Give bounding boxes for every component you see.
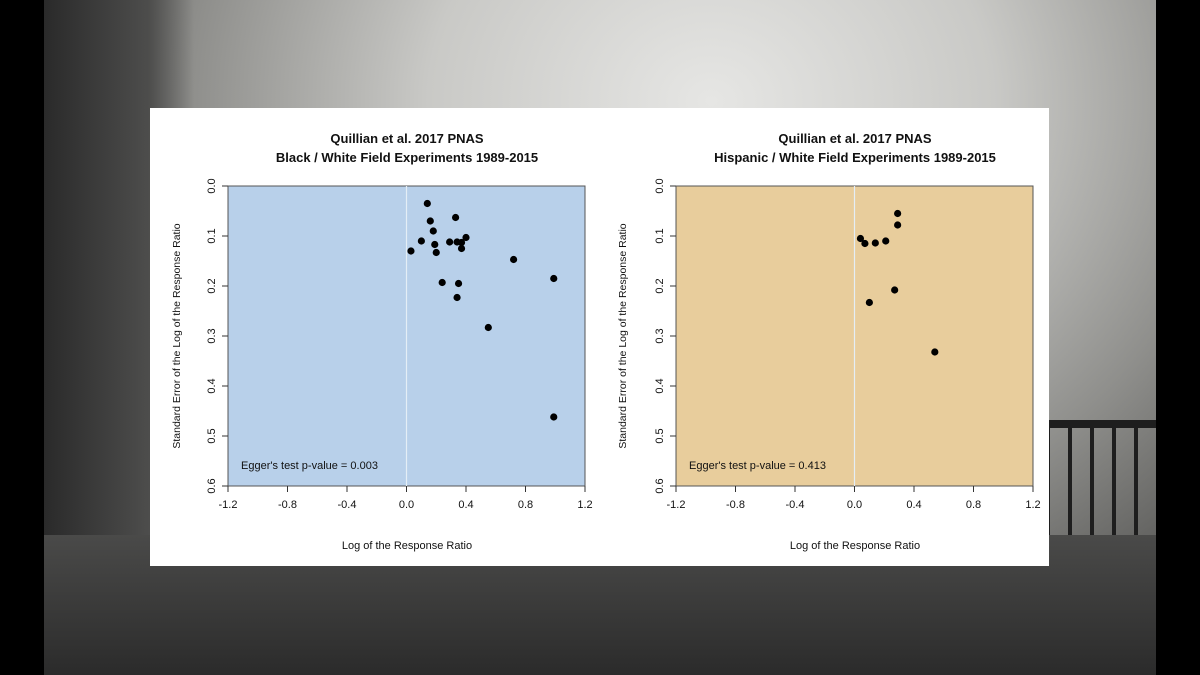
- data-point: [856, 234, 865, 243]
- chart-subtitle: Hispanic / White Field Experiments 1989-…: [714, 150, 996, 165]
- data-point: [894, 221, 902, 229]
- x-tick-label: -1.2: [219, 499, 238, 511]
- chart-black-white: Quillian et al. 2017 PNAS Black / White …: [171, 131, 593, 552]
- y-tick-label: 0.0: [654, 178, 666, 193]
- y-tick-label: 0.0: [206, 178, 218, 193]
- chart-subtitle: Black / White Field Experiments 1989-201…: [276, 150, 538, 165]
- data-point: [417, 237, 425, 245]
- y-tick-label: 0.6: [206, 478, 218, 493]
- y-tick-label: 0.4: [654, 378, 666, 393]
- data-point: [423, 199, 431, 208]
- data-point: [550, 413, 558, 421]
- y-tick-label: 0.2: [654, 278, 666, 293]
- data-point: [454, 279, 463, 288]
- y-axis-label: Standard Error of the Log of the Respons…: [617, 223, 629, 448]
- y-tick-label: 0.5: [654, 428, 666, 443]
- y-tick-label: 0.6: [654, 478, 666, 493]
- data-point: [431, 240, 439, 249]
- charts-svg: Quillian et al. 2017 PNAS Black / White …: [171, 131, 1041, 552]
- x-tick-label: -1.2: [667, 499, 686, 511]
- data-point: [426, 217, 434, 225]
- y-tick-label: 0.3: [206, 328, 218, 343]
- x-tick-label: -0.8: [726, 499, 745, 511]
- data-point: [407, 247, 415, 255]
- x-tick-label: 0.0: [847, 499, 862, 511]
- slide-panel: Quillian et al. 2017 PNAS Black / White …: [150, 108, 1049, 566]
- x-tick-label: 0.4: [906, 499, 921, 511]
- x-axis-label: Log of the Response Ratio: [342, 540, 472, 552]
- data-point: [865, 298, 873, 307]
- data-point: [871, 239, 879, 247]
- eggers-test-annotation: Egger's test p-value = 0.003: [241, 460, 378, 472]
- y-axis-label: Standard Error of the Log of the Respons…: [171, 223, 183, 448]
- data-point: [446, 238, 454, 246]
- eggers-test-annotation: Egger's test p-value = 0.413: [689, 460, 826, 472]
- x-tick-label: 1.2: [577, 499, 592, 511]
- data-point: [550, 274, 558, 283]
- y-tick-label: 0.3: [654, 328, 666, 343]
- y-tick-label: 0.2: [206, 278, 218, 293]
- x-axis-label: Log of the Response Ratio: [790, 540, 920, 552]
- x-tick-label: -0.4: [338, 499, 357, 511]
- data-point: [894, 209, 902, 218]
- y-tick-label: 0.4: [206, 378, 218, 393]
- data-point: [453, 293, 461, 302]
- data-point: [457, 244, 466, 253]
- chart-title: Quillian et al. 2017 PNAS: [330, 131, 483, 146]
- data-point: [462, 233, 470, 242]
- x-tick-label: 1.2: [1025, 499, 1040, 511]
- chart-title: Quillian et al. 2017 PNAS: [778, 131, 931, 146]
- data-point: [484, 323, 492, 332]
- y-tick-label: 0.1: [206, 228, 218, 243]
- y-tick-label: 0.1: [654, 228, 666, 243]
- x-tick-label: 0.8: [966, 499, 981, 511]
- x-tick-label: 0.4: [458, 499, 473, 511]
- data-point: [882, 237, 890, 245]
- data-point: [438, 278, 446, 287]
- data-point: [457, 238, 466, 247]
- data-point: [931, 348, 939, 356]
- y-tick-label: 0.5: [206, 428, 218, 443]
- x-tick-label: -0.4: [786, 499, 805, 511]
- data-point: [891, 286, 899, 294]
- data-point: [432, 248, 440, 257]
- data-point: [451, 213, 460, 222]
- chart-hispanic-white: Quillian et al. 2017 PNAS Hispanic / Whi…: [617, 131, 1041, 552]
- data-point: [429, 227, 437, 235]
- x-tick-label: 0.8: [518, 499, 533, 511]
- x-tick-label: 0.0: [399, 499, 414, 511]
- data-point: [510, 255, 518, 264]
- x-tick-label: -0.8: [278, 499, 297, 511]
- data-point: [861, 239, 869, 248]
